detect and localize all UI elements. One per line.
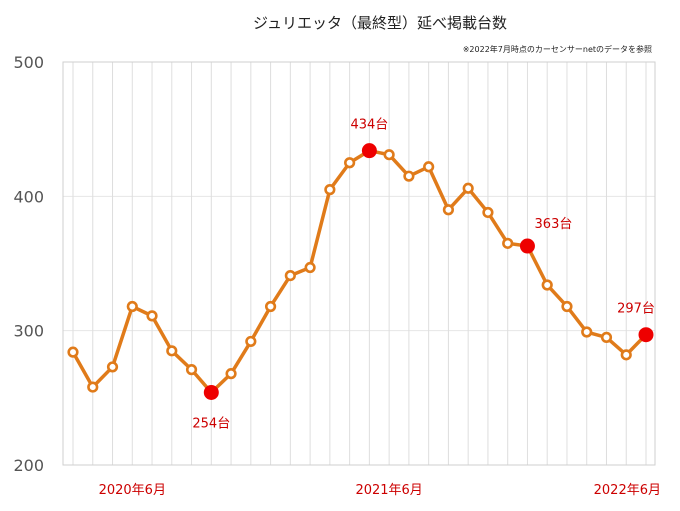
highlight-point xyxy=(203,384,219,400)
y-tick-label: 200 xyxy=(13,456,44,475)
data-point xyxy=(87,381,99,393)
chart-note: ※2022年7月時点のカーセンサーnetのデータを参照 xyxy=(463,44,652,54)
data-point xyxy=(245,335,257,348)
data-point xyxy=(581,326,593,338)
y-axis: 200 300 400 500 xyxy=(13,53,44,475)
data-point xyxy=(403,170,415,182)
y-tick-label: 400 xyxy=(13,187,44,206)
data-point xyxy=(304,261,316,274)
data-point xyxy=(620,349,632,361)
data-point xyxy=(482,206,494,219)
series-line xyxy=(67,143,654,400)
data-point xyxy=(185,364,198,376)
data-point xyxy=(541,279,553,291)
highlight-point xyxy=(519,238,535,254)
data-point xyxy=(502,237,514,249)
data-point xyxy=(442,204,455,216)
highlight-point xyxy=(361,143,377,159)
data-point xyxy=(423,161,435,173)
data-point xyxy=(67,346,79,358)
y-tick-label: 500 xyxy=(13,53,44,72)
data-label: 297台 xyxy=(617,302,655,317)
chart-title: ジュリエッタ（最終型）延べ掲載台数 xyxy=(253,14,507,32)
gridlines xyxy=(63,61,655,466)
data-point xyxy=(126,300,138,313)
data-point xyxy=(561,300,573,313)
x-tick-label: 2020年6月 xyxy=(99,483,166,498)
data-point xyxy=(344,157,356,169)
highlight-point xyxy=(638,327,654,343)
data-point xyxy=(106,361,119,373)
y-tick-label: 300 xyxy=(13,322,44,341)
data-point xyxy=(324,184,336,196)
data-label: 254台 xyxy=(192,416,230,431)
plot-frame xyxy=(62,61,656,466)
data-labels: 254台 434台 363台 297台 xyxy=(192,118,655,432)
x-tick-label: 2021年6月 xyxy=(355,483,422,498)
data-point xyxy=(146,310,158,322)
data-point xyxy=(600,331,613,343)
data-label: 363台 xyxy=(535,217,573,232)
data-point xyxy=(264,300,277,313)
data-point xyxy=(225,368,237,380)
data-point xyxy=(166,345,178,357)
data-point xyxy=(284,269,296,282)
data-point xyxy=(383,149,395,161)
x-axis: 2020年6月 2021年6月 2022年6月 xyxy=(99,483,661,498)
data-label: 434台 xyxy=(350,118,388,133)
data-point xyxy=(462,182,474,194)
series-path xyxy=(71,148,648,395)
x-tick-label: 2022年6月 xyxy=(594,483,661,498)
